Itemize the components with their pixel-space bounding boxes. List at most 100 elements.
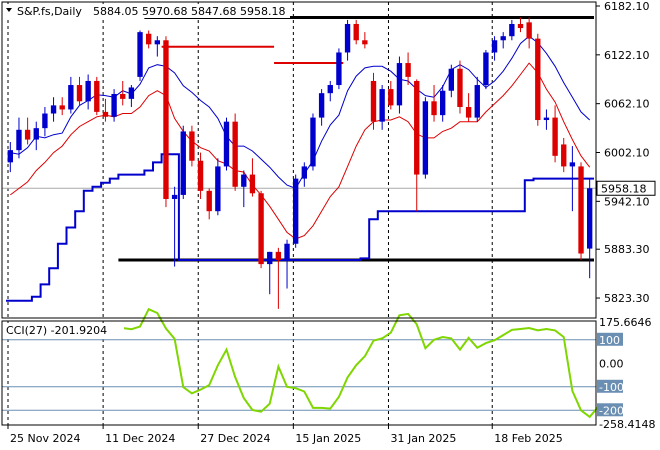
candle-body bbox=[439, 90, 446, 116]
candle-body bbox=[526, 22, 532, 39]
candle bbox=[180, 125, 186, 199]
candle-body bbox=[292, 178, 299, 244]
candle-body bbox=[379, 89, 385, 122]
candle bbox=[145, 30, 152, 49]
candle bbox=[206, 188, 212, 220]
candle-body bbox=[327, 85, 333, 94]
candle-body bbox=[448, 68, 455, 91]
candle bbox=[215, 158, 221, 216]
candle-body bbox=[543, 117, 550, 121]
candle bbox=[137, 30, 143, 81]
candle bbox=[526, 17, 532, 49]
candle bbox=[292, 174, 299, 248]
candle bbox=[336, 48, 342, 90]
candle bbox=[241, 170, 247, 208]
candle bbox=[171, 186, 178, 267]
candle bbox=[448, 64, 455, 98]
candle-body bbox=[76, 85, 83, 102]
candle bbox=[422, 97, 429, 179]
candle-body bbox=[7, 150, 14, 163]
candle bbox=[535, 33, 541, 126]
candle bbox=[543, 109, 550, 130]
cci-axis: 175.6646 100 0.00 -100 -200-258.4148 bbox=[597, 316, 655, 431]
candle-body bbox=[232, 121, 238, 187]
candle-body bbox=[578, 166, 584, 254]
candle-body bbox=[85, 80, 91, 102]
cci-title: CCI(27) -201.9204 bbox=[6, 324, 107, 337]
candle-body bbox=[111, 93, 117, 117]
current-price-tag: 5958.18 bbox=[596, 180, 656, 196]
candle bbox=[353, 19, 359, 45]
candle-body bbox=[249, 174, 256, 194]
candle-body bbox=[189, 131, 195, 161]
candle-body bbox=[284, 243, 290, 261]
candle-body bbox=[197, 160, 204, 191]
candle-body bbox=[206, 190, 212, 212]
candle-body bbox=[24, 129, 31, 140]
candle bbox=[275, 247, 282, 309]
cci-level-tag bbox=[597, 332, 623, 346]
candle-body bbox=[422, 101, 429, 175]
candle-body bbox=[223, 121, 230, 167]
candle bbox=[483, 50, 489, 90]
candle-body bbox=[370, 80, 377, 122]
candle-body bbox=[68, 85, 74, 110]
x-tick-label: 31 Jan 2025 bbox=[390, 432, 456, 445]
candle bbox=[405, 52, 411, 86]
candle bbox=[344, 19, 351, 61]
candle-body bbox=[509, 23, 515, 37]
candle bbox=[431, 85, 437, 122]
cci-pane-border bbox=[1, 320, 597, 426]
candle-body bbox=[414, 80, 420, 175]
candle-body bbox=[552, 117, 558, 156]
candle bbox=[457, 60, 463, 114]
candle bbox=[578, 162, 584, 261]
cci-tick-label: -258.4148 bbox=[599, 418, 655, 431]
candle bbox=[517, 17, 524, 33]
candle-body bbox=[336, 52, 342, 86]
cci-tick-label: 0.00 bbox=[599, 357, 624, 370]
candle bbox=[223, 117, 230, 171]
candle bbox=[128, 85, 135, 108]
candle bbox=[68, 76, 74, 114]
candle bbox=[59, 97, 65, 116]
overlay-line bbox=[10, 35, 591, 190]
candle bbox=[76, 76, 83, 106]
candle-body bbox=[353, 23, 359, 41]
candle bbox=[362, 32, 368, 49]
x-tick-label: 25 Nov 2024 bbox=[10, 432, 80, 445]
candle bbox=[189, 125, 195, 167]
candle-body bbox=[396, 63, 403, 106]
cci-tick-label: 100 bbox=[599, 334, 620, 347]
candle-body bbox=[42, 113, 48, 129]
candle-body bbox=[145, 33, 152, 45]
ohlc-values: 5884.05 5970.68 5847.68 5958.18 bbox=[93, 5, 285, 18]
x-tick-label: 15 Jan 2025 bbox=[295, 432, 361, 445]
candle-body bbox=[491, 40, 498, 53]
candle-body bbox=[517, 23, 524, 29]
candle-body bbox=[500, 36, 506, 41]
candle bbox=[16, 117, 22, 159]
candle bbox=[197, 152, 204, 199]
candle bbox=[439, 85, 446, 122]
candle bbox=[561, 137, 567, 173]
chart-title: S&P.fs,Daily bbox=[17, 5, 82, 18]
candle-body bbox=[102, 111, 109, 117]
candle-body bbox=[465, 107, 472, 118]
header-background bbox=[4, 4, 290, 18]
candle bbox=[500, 32, 506, 49]
candle-body bbox=[318, 93, 325, 118]
candle bbox=[379, 85, 385, 130]
dropdown-triangle-icon[interactable] bbox=[6, 8, 12, 12]
candle-body bbox=[154, 40, 161, 45]
y-tick-label: 5883.30 bbox=[604, 243, 650, 256]
candle bbox=[327, 80, 333, 102]
x-tick-label: 18 Feb 2025 bbox=[494, 432, 562, 445]
candle-body bbox=[586, 188, 593, 249]
main-pane-border bbox=[1, 1, 597, 319]
candle bbox=[258, 190, 264, 269]
candle-body bbox=[344, 23, 351, 53]
cci-header-background bbox=[4, 323, 124, 337]
candle-body bbox=[120, 93, 126, 99]
candle-body bbox=[301, 166, 308, 179]
